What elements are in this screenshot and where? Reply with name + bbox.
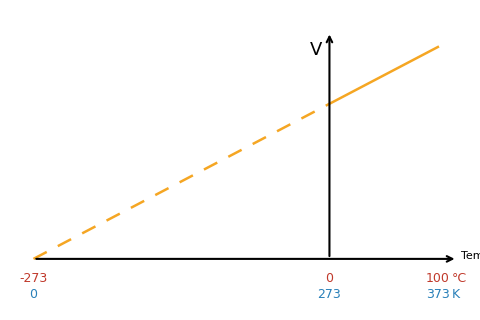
Text: °C: °C: [452, 271, 467, 284]
Text: K: K: [452, 287, 460, 300]
Text: 0: 0: [29, 287, 37, 300]
Text: 373: 373: [426, 287, 450, 300]
Text: -273: -273: [19, 271, 48, 284]
Text: 0: 0: [325, 271, 334, 284]
Text: Temperature: Temperature: [461, 251, 480, 260]
Text: 273: 273: [318, 287, 341, 300]
Text: 100: 100: [426, 271, 450, 284]
Text: V: V: [310, 41, 323, 59]
